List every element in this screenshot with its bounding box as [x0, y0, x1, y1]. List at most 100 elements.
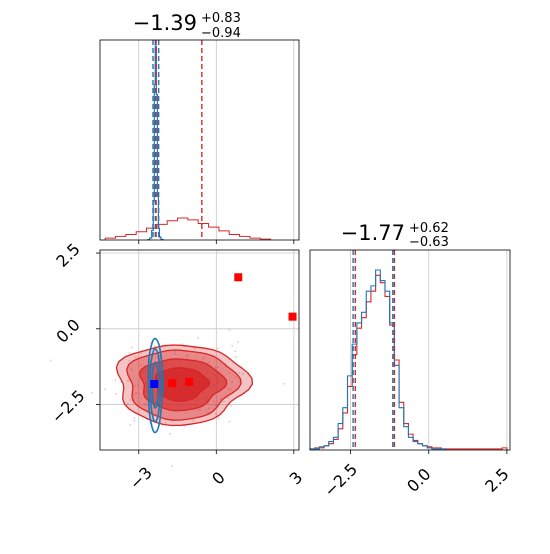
scatter-dot — [131, 346, 134, 349]
scatter-dot — [126, 380, 129, 383]
scatter-dot — [130, 367, 133, 370]
scatter-dot — [228, 372, 231, 375]
histogram-series-red — [104, 217, 272, 240]
scatter-dot — [235, 356, 238, 359]
scatter-dot — [90, 391, 93, 394]
x-tick-label: −2.5 — [320, 460, 361, 501]
marker-red — [234, 273, 243, 282]
scatter-dot — [229, 388, 232, 391]
scatter-dot — [216, 347, 219, 350]
scatter-dot — [234, 350, 237, 353]
scatter-dot — [130, 369, 133, 372]
scatter-dot — [214, 366, 217, 369]
scatter-dot — [214, 367, 217, 370]
scatter-dot — [199, 408, 202, 411]
scatter-dot — [114, 379, 117, 382]
panel-right-title: −1.77 +0.62−0.63 — [341, 221, 449, 250]
x-tick-label: 2.5 — [481, 464, 512, 495]
scatter-dot — [193, 347, 196, 350]
scatter-dot — [137, 384, 140, 387]
title-plus: +0.62 — [409, 221, 449, 236]
scatter-dot — [208, 361, 211, 364]
scatter-dot — [184, 411, 187, 414]
y-tick-label: 2.5 — [52, 239, 83, 270]
panel-right-grid — [350, 250, 508, 450]
title-value: −1.77 — [341, 221, 405, 245]
scatter-dot — [140, 352, 143, 355]
contour-blue-level — [147, 337, 164, 434]
scatter-dot — [104, 388, 107, 391]
scatter-dot — [171, 465, 174, 468]
scatter-dot — [173, 352, 176, 355]
scatter-dot — [185, 354, 188, 357]
panel-joint-frame — [99, 249, 300, 451]
scatter-dot — [153, 345, 156, 348]
scatter-dot — [237, 380, 240, 383]
scatter-dot — [184, 425, 187, 428]
panel-top-left-bg — [100, 40, 299, 240]
marker-red — [168, 379, 177, 388]
scatter-dot — [135, 392, 138, 395]
marker-red — [185, 377, 194, 386]
histogram-series-blue — [146, 45, 164, 241]
title-value: −1.39 — [133, 11, 197, 35]
scatter-dot — [137, 392, 140, 395]
scatter-dot — [219, 397, 222, 400]
panel-top-left-frame — [99, 39, 300, 241]
scatter-dot — [114, 392, 117, 395]
scatter-dot — [126, 402, 129, 405]
scatter-dot — [197, 408, 200, 411]
scatter-dot — [140, 364, 143, 367]
scatter-dot — [231, 380, 234, 383]
scatter-dot — [231, 344, 234, 347]
scatter-dot — [217, 366, 220, 369]
scatter-dot — [169, 432, 172, 435]
scatter-dot — [282, 382, 285, 385]
scatter-dot — [133, 384, 136, 387]
scatter-dot — [192, 419, 195, 422]
marker-red — [288, 312, 297, 321]
scatter-dot — [129, 398, 132, 401]
scatter-dot — [128, 351, 131, 354]
x-tick-label: 3 — [286, 468, 307, 489]
scatter-dot — [228, 328, 231, 331]
scatter-dot — [238, 371, 241, 374]
x-tick-label: −3 — [126, 463, 156, 493]
scatter-dot — [218, 370, 221, 373]
scatter-dot — [230, 405, 233, 408]
x-tick-label: 0.0 — [403, 464, 434, 495]
scatter-dot — [174, 350, 177, 353]
scatter-dot — [134, 355, 137, 358]
marker-blue — [150, 379, 159, 388]
scatter-dot — [227, 396, 230, 399]
scatter-dot — [228, 420, 231, 423]
title-minus: −0.63 — [409, 235, 449, 250]
scatter-dot — [186, 354, 189, 357]
scatter-dot — [202, 358, 205, 361]
y-tick-label: 0.0 — [52, 315, 83, 346]
panel-top-left-grid — [138, 40, 295, 240]
scatter-dot — [129, 423, 132, 426]
x-tick-label: 0 — [208, 468, 229, 489]
scatter-dot — [234, 376, 237, 379]
panel-top-left-title: −1.39 +0.83−0.94 — [133, 11, 241, 41]
scatter-dot — [144, 403, 147, 406]
scatter-dot — [128, 359, 131, 362]
scatter-dot — [207, 407, 210, 410]
scatter-dot — [213, 400, 216, 403]
scatter-dot — [206, 411, 209, 414]
scatter-dot — [181, 343, 184, 346]
scatter-dot — [141, 386, 144, 389]
scatter-dot — [186, 357, 189, 360]
scatter-dot — [214, 404, 217, 407]
title-plus: +0.83 — [201, 11, 241, 26]
scatter-dot — [227, 387, 230, 390]
histogram-series-blue — [309, 269, 447, 450]
scatter-dot — [217, 417, 220, 420]
scatter-dot — [49, 359, 52, 362]
scatter-dot — [132, 393, 135, 396]
scatter-dot — [133, 416, 136, 419]
scatter-dot — [203, 356, 206, 359]
